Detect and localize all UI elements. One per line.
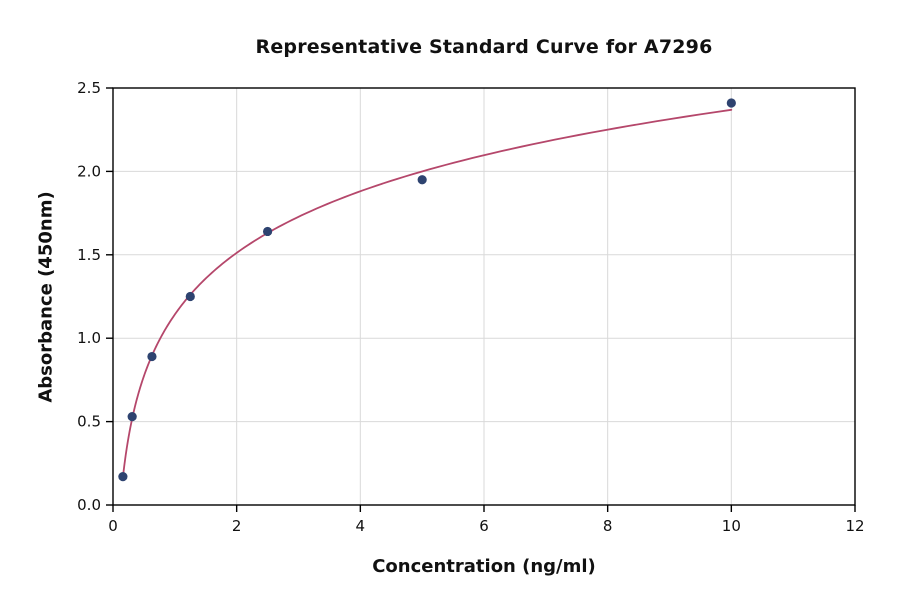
y-tick-label: 2.0 bbox=[77, 162, 101, 180]
data-point bbox=[726, 98, 736, 108]
x-tick-label: 4 bbox=[356, 517, 366, 535]
y-tick-label: 2.5 bbox=[77, 79, 101, 97]
chart-title: Representative Standard Curve for A7296 bbox=[255, 36, 713, 58]
y-tick-label: 0.5 bbox=[77, 413, 101, 431]
data-point bbox=[147, 351, 157, 362]
y-tick-label: 1.5 bbox=[77, 246, 101, 264]
data-point bbox=[417, 175, 427, 185]
data-point bbox=[118, 472, 128, 482]
x-tick-label: 12 bbox=[845, 517, 864, 535]
data-point bbox=[185, 291, 195, 302]
y-tick-label: 0.0 bbox=[77, 496, 101, 514]
data-point bbox=[262, 226, 273, 237]
y-tick-label: 1.0 bbox=[77, 329, 101, 347]
x-axis-label: Concentration (ng/ml) bbox=[372, 556, 596, 577]
x-tick-label: 2 bbox=[232, 517, 242, 535]
x-tick-label: 10 bbox=[722, 517, 741, 535]
x-tick-label: 8 bbox=[603, 517, 613, 535]
x-tick-label: 0 bbox=[108, 517, 118, 535]
data-point bbox=[127, 411, 137, 422]
x-tick-label: 6 bbox=[479, 517, 489, 535]
